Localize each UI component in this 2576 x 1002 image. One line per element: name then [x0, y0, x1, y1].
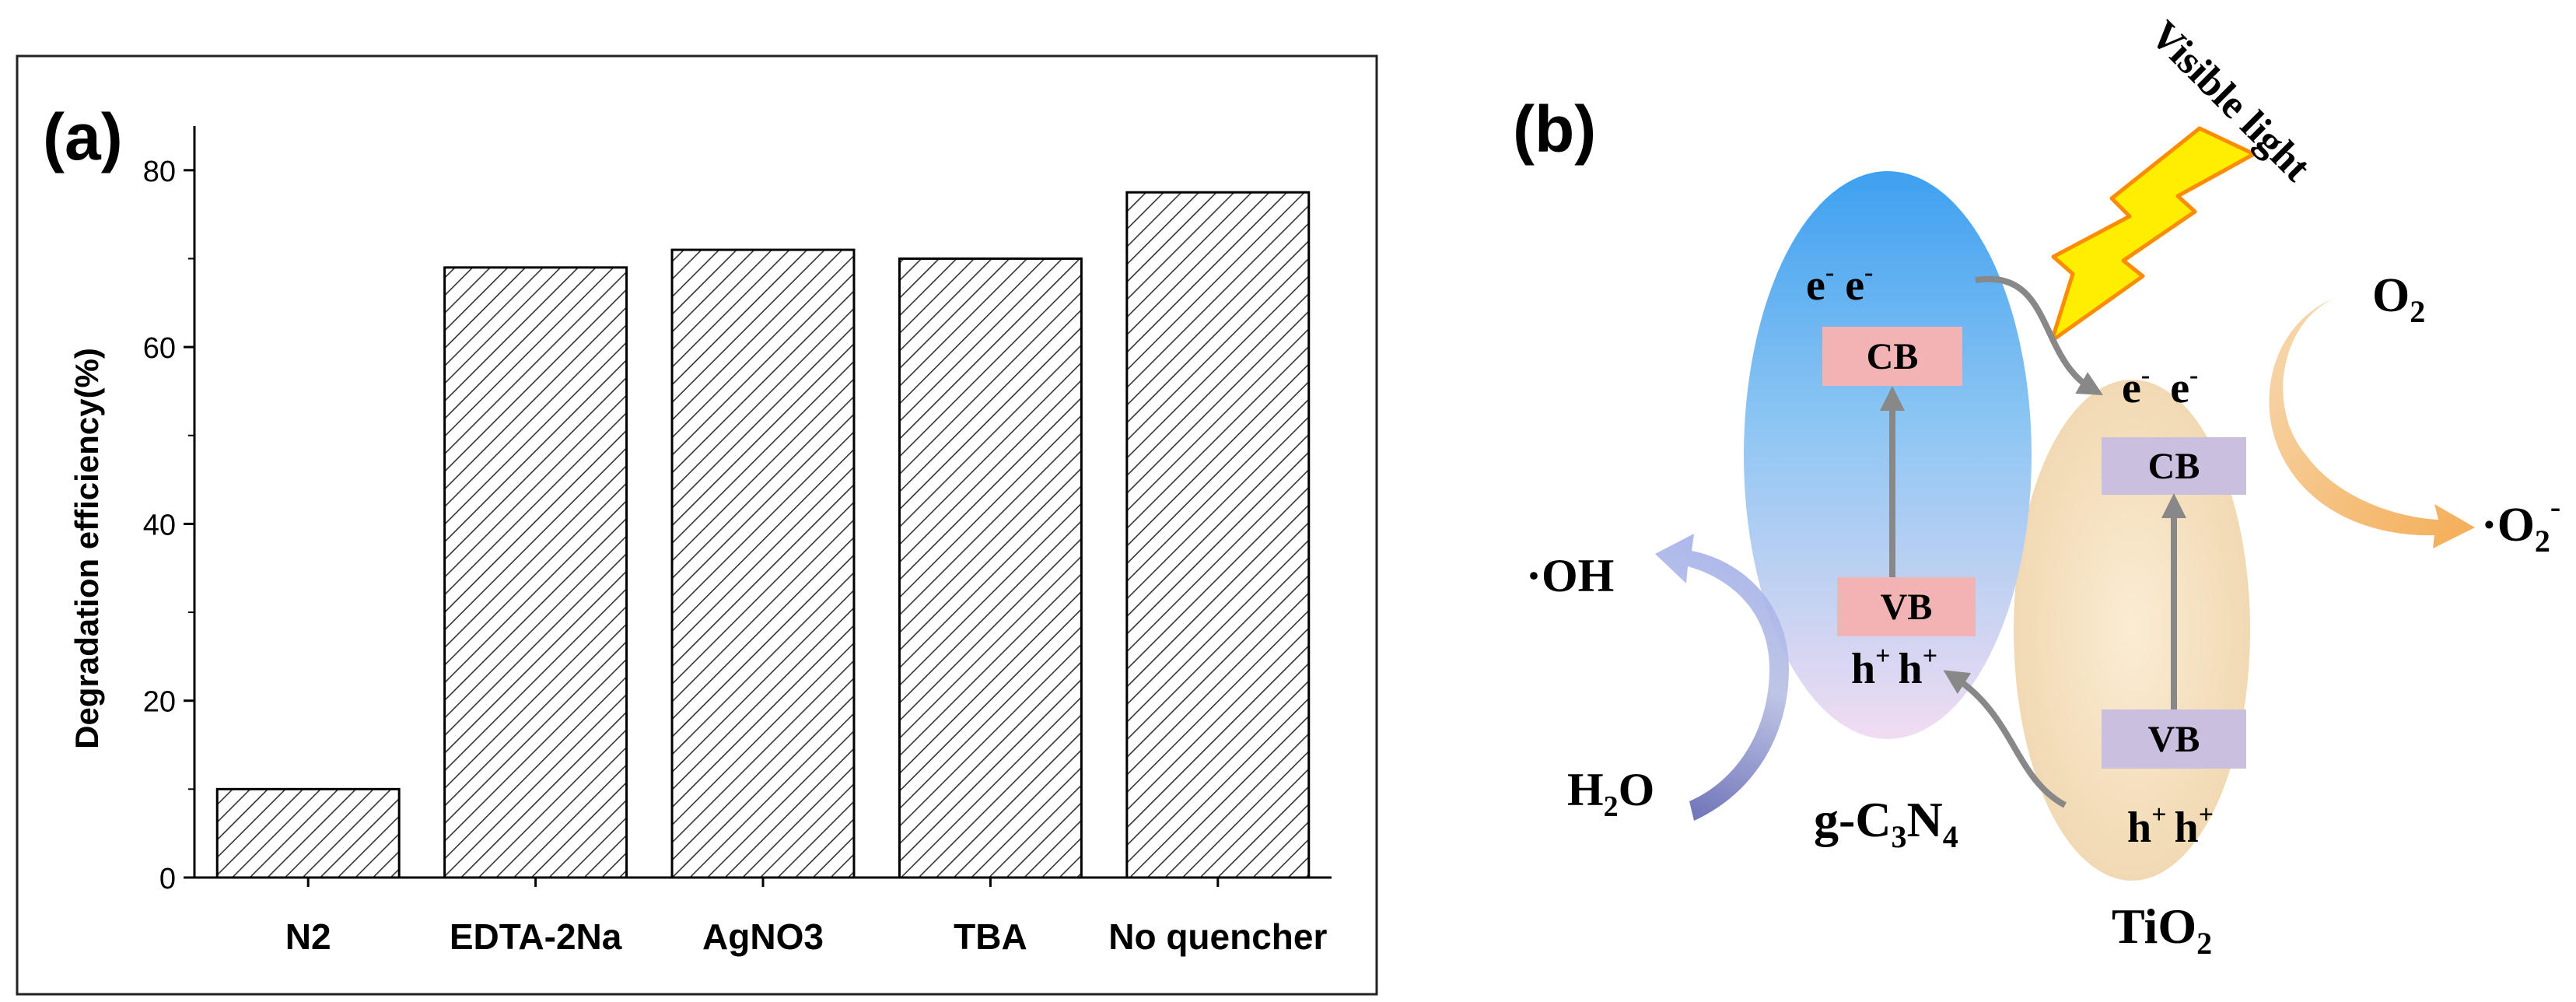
hydroxyl-label: ·OH — [1526, 550, 1614, 601]
o2-label: O2 — [2372, 269, 2425, 329]
tio2-cb-label: CB — [2148, 446, 2200, 487]
gc3n4-vb-label: VB — [1881, 587, 1933, 628]
bar-tba — [898, 257, 1083, 879]
bar-edta-2na — [443, 266, 628, 879]
panel-a-bar-chart: (a) 0 20 40 60 80 N2 EDTA-2Na AgNO3 TBA No quenc… — [16, 54, 1378, 996]
y-tick-label: 40 — [143, 509, 176, 541]
y-axis-label: Degradation efficiency(%) — [68, 348, 105, 749]
x-axis: N2 EDTA-2Na AgNO3 TBA No quencher — [194, 876, 1332, 957]
x-tick-label: N2 — [285, 916, 331, 957]
bar-no-quencher — [1125, 191, 1311, 879]
gc3n4-label: g-C3N4 — [1814, 792, 1958, 854]
superoxide-label: ·O2- — [2481, 489, 2560, 559]
panel-b-diagram: (b) Visible light e-e- CB VB h+ h+ g-C3N4… — [1513, 12, 2560, 961]
water-oxidation-arrow — [1655, 534, 1789, 821]
water-label: H2O — [1567, 764, 1654, 823]
gc3n4-cb-label: CB — [1867, 336, 1919, 377]
plot-area — [215, 191, 1311, 879]
gc3n4-electrons: e-e- — [1806, 258, 1873, 310]
y-tick-label: 20 — [143, 686, 176, 719]
x-tick-label: EDTA-2Na — [450, 916, 622, 957]
lightning-bolt-icon — [2049, 126, 2256, 343]
gc3n4-vb-box — [1837, 577, 1976, 636]
panel-b-label: (b) — [1513, 93, 1596, 166]
y-axis: 0 20 40 60 80 — [143, 126, 196, 895]
y-tick-label: 80 — [143, 156, 176, 188]
panel-a-frame — [16, 54, 1378, 996]
tio2-electrons: e-e- — [2122, 361, 2198, 412]
hole-transfer-arrow — [1943, 670, 2067, 808]
gc3n4-cb-box — [1822, 327, 1962, 386]
bar-n2 — [215, 787, 401, 879]
panel-a-label: (a) — [43, 100, 123, 173]
bar-agno3 — [670, 248, 856, 879]
o2-reduction-arrow — [2269, 296, 2475, 548]
x-tick-label: TBA — [954, 916, 1027, 957]
tio2-holes: h+ h+ — [2127, 801, 2214, 852]
electron-transfer-arrow — [1975, 275, 2103, 395]
tio2-vb-label: VB — [2148, 719, 2200, 760]
x-tick-label: AgNO3 — [702, 916, 824, 957]
y-tick-label: 60 — [143, 332, 176, 365]
tio2-cb-box — [2102, 437, 2246, 495]
y-tick-label: 0 — [159, 863, 176, 895]
tio2-label: TiO2 — [2112, 899, 2212, 961]
gc3n4-holes: h+ h+ — [1851, 642, 1937, 693]
x-tick-label: No quencher — [1108, 916, 1327, 957]
tio2-vb-box — [2102, 709, 2246, 769]
